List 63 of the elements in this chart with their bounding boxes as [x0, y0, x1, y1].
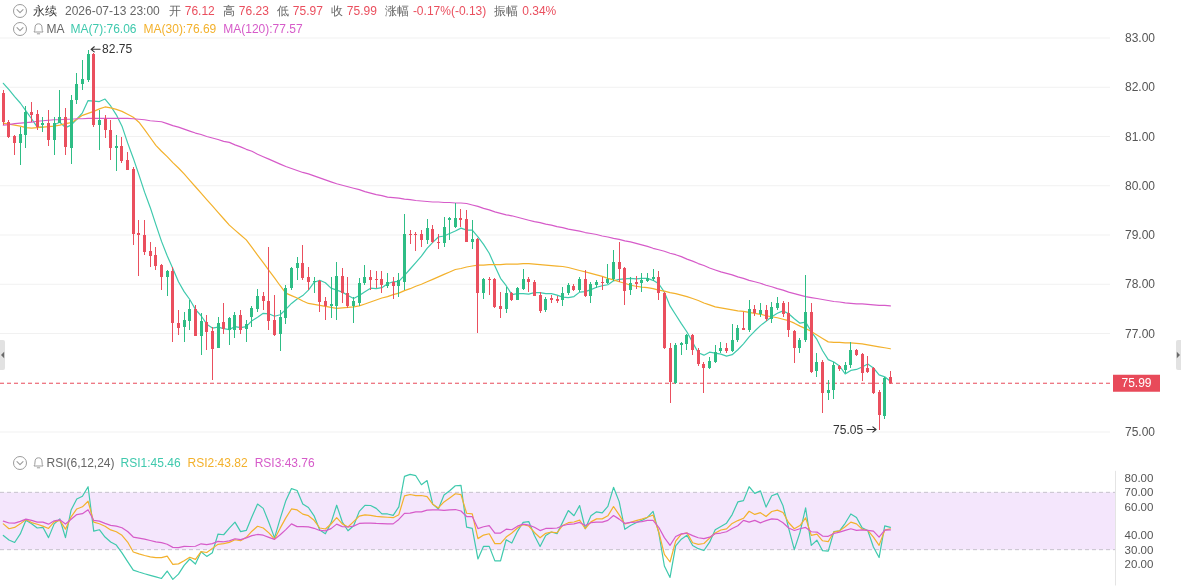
line-series	[2, 117, 891, 307]
y-tick-label: 80.00	[1124, 178, 1156, 193]
line-series	[2, 508, 891, 549]
y-tick-label: 80.00	[1124, 472, 1154, 484]
candlestick	[183, 311, 186, 342]
text: MA(7):76.06	[70, 22, 137, 36]
candlestick	[640, 273, 643, 292]
y-tick-label: 60.00	[1124, 500, 1154, 513]
legend-title: RSI(6,12,24)	[46, 456, 115, 470]
candlestick	[680, 341, 683, 356]
text: 收 75.99	[330, 4, 378, 18]
candlestick	[41, 116, 44, 132]
chart-title: 永续	[33, 4, 57, 18]
annotation: 75.05	[833, 422, 864, 437]
candlestick	[646, 273, 649, 282]
candlestick	[115, 135, 118, 172]
line-series	[2, 473, 891, 580]
candlestick	[30, 101, 33, 122]
text: RSI1:45.46	[120, 456, 181, 470]
candlestick	[471, 220, 474, 250]
text: RSI3:43.76	[254, 456, 316, 470]
candlestick	[375, 270, 378, 289]
y-tick-label: 20.00	[1124, 558, 1154, 570]
annotation: 82.75	[102, 42, 133, 57]
y-tick-label: 79.00	[1124, 228, 1156, 242]
y-tick-label: 83.00	[1124, 31, 1156, 45]
text: MA(120):77.57	[223, 22, 303, 36]
candlestick	[313, 276, 316, 294]
candlestick	[719, 341, 722, 353]
y-tick-label: 75.00	[1124, 425, 1156, 439]
candlestick	[725, 342, 728, 353]
text: MA(30):76.69	[143, 22, 217, 36]
y-tick-label: 40.00	[1124, 529, 1154, 542]
candlestick	[499, 291, 502, 319]
text: RSI2:43.82	[187, 456, 248, 470]
y-tick-label: 70.00	[1124, 486, 1154, 499]
candlestick	[527, 277, 530, 292]
legend-title: MA	[46, 22, 65, 36]
y-tick-label: 77.00	[1124, 326, 1156, 341]
y-tick-label: 30.00	[1124, 543, 1154, 556]
text: 涨幅 -0.17%(-0.13)	[384, 4, 487, 18]
chart-subtitle: 2026-07-13 23:00	[65, 4, 161, 18]
candlestick	[742, 311, 745, 331]
y-tick-label: 82.00	[1124, 80, 1156, 95]
line-series	[2, 106, 891, 350]
y-tick-label: 78.00	[1124, 277, 1156, 292]
y-tick-label: 81.00	[1124, 129, 1156, 144]
candlestick	[177, 309, 180, 335]
text: 低 75.97	[276, 4, 324, 18]
candlestick	[866, 356, 869, 373]
candlestick	[245, 320, 248, 342]
text: 高 76.23	[222, 4, 270, 18]
candlestick	[369, 269, 372, 291]
text: 振幅 0.34%	[494, 4, 557, 18]
y-tick-label: 75.99	[1121, 376, 1152, 391]
candlestick	[488, 277, 491, 296]
text: 开 76.12	[168, 4, 216, 18]
candlestick	[330, 276, 333, 319]
candlestick	[827, 379, 830, 400]
candlestick	[448, 216, 451, 240]
candlestick	[137, 220, 140, 276]
candlestick	[459, 209, 462, 227]
line-series	[2, 493, 891, 566]
